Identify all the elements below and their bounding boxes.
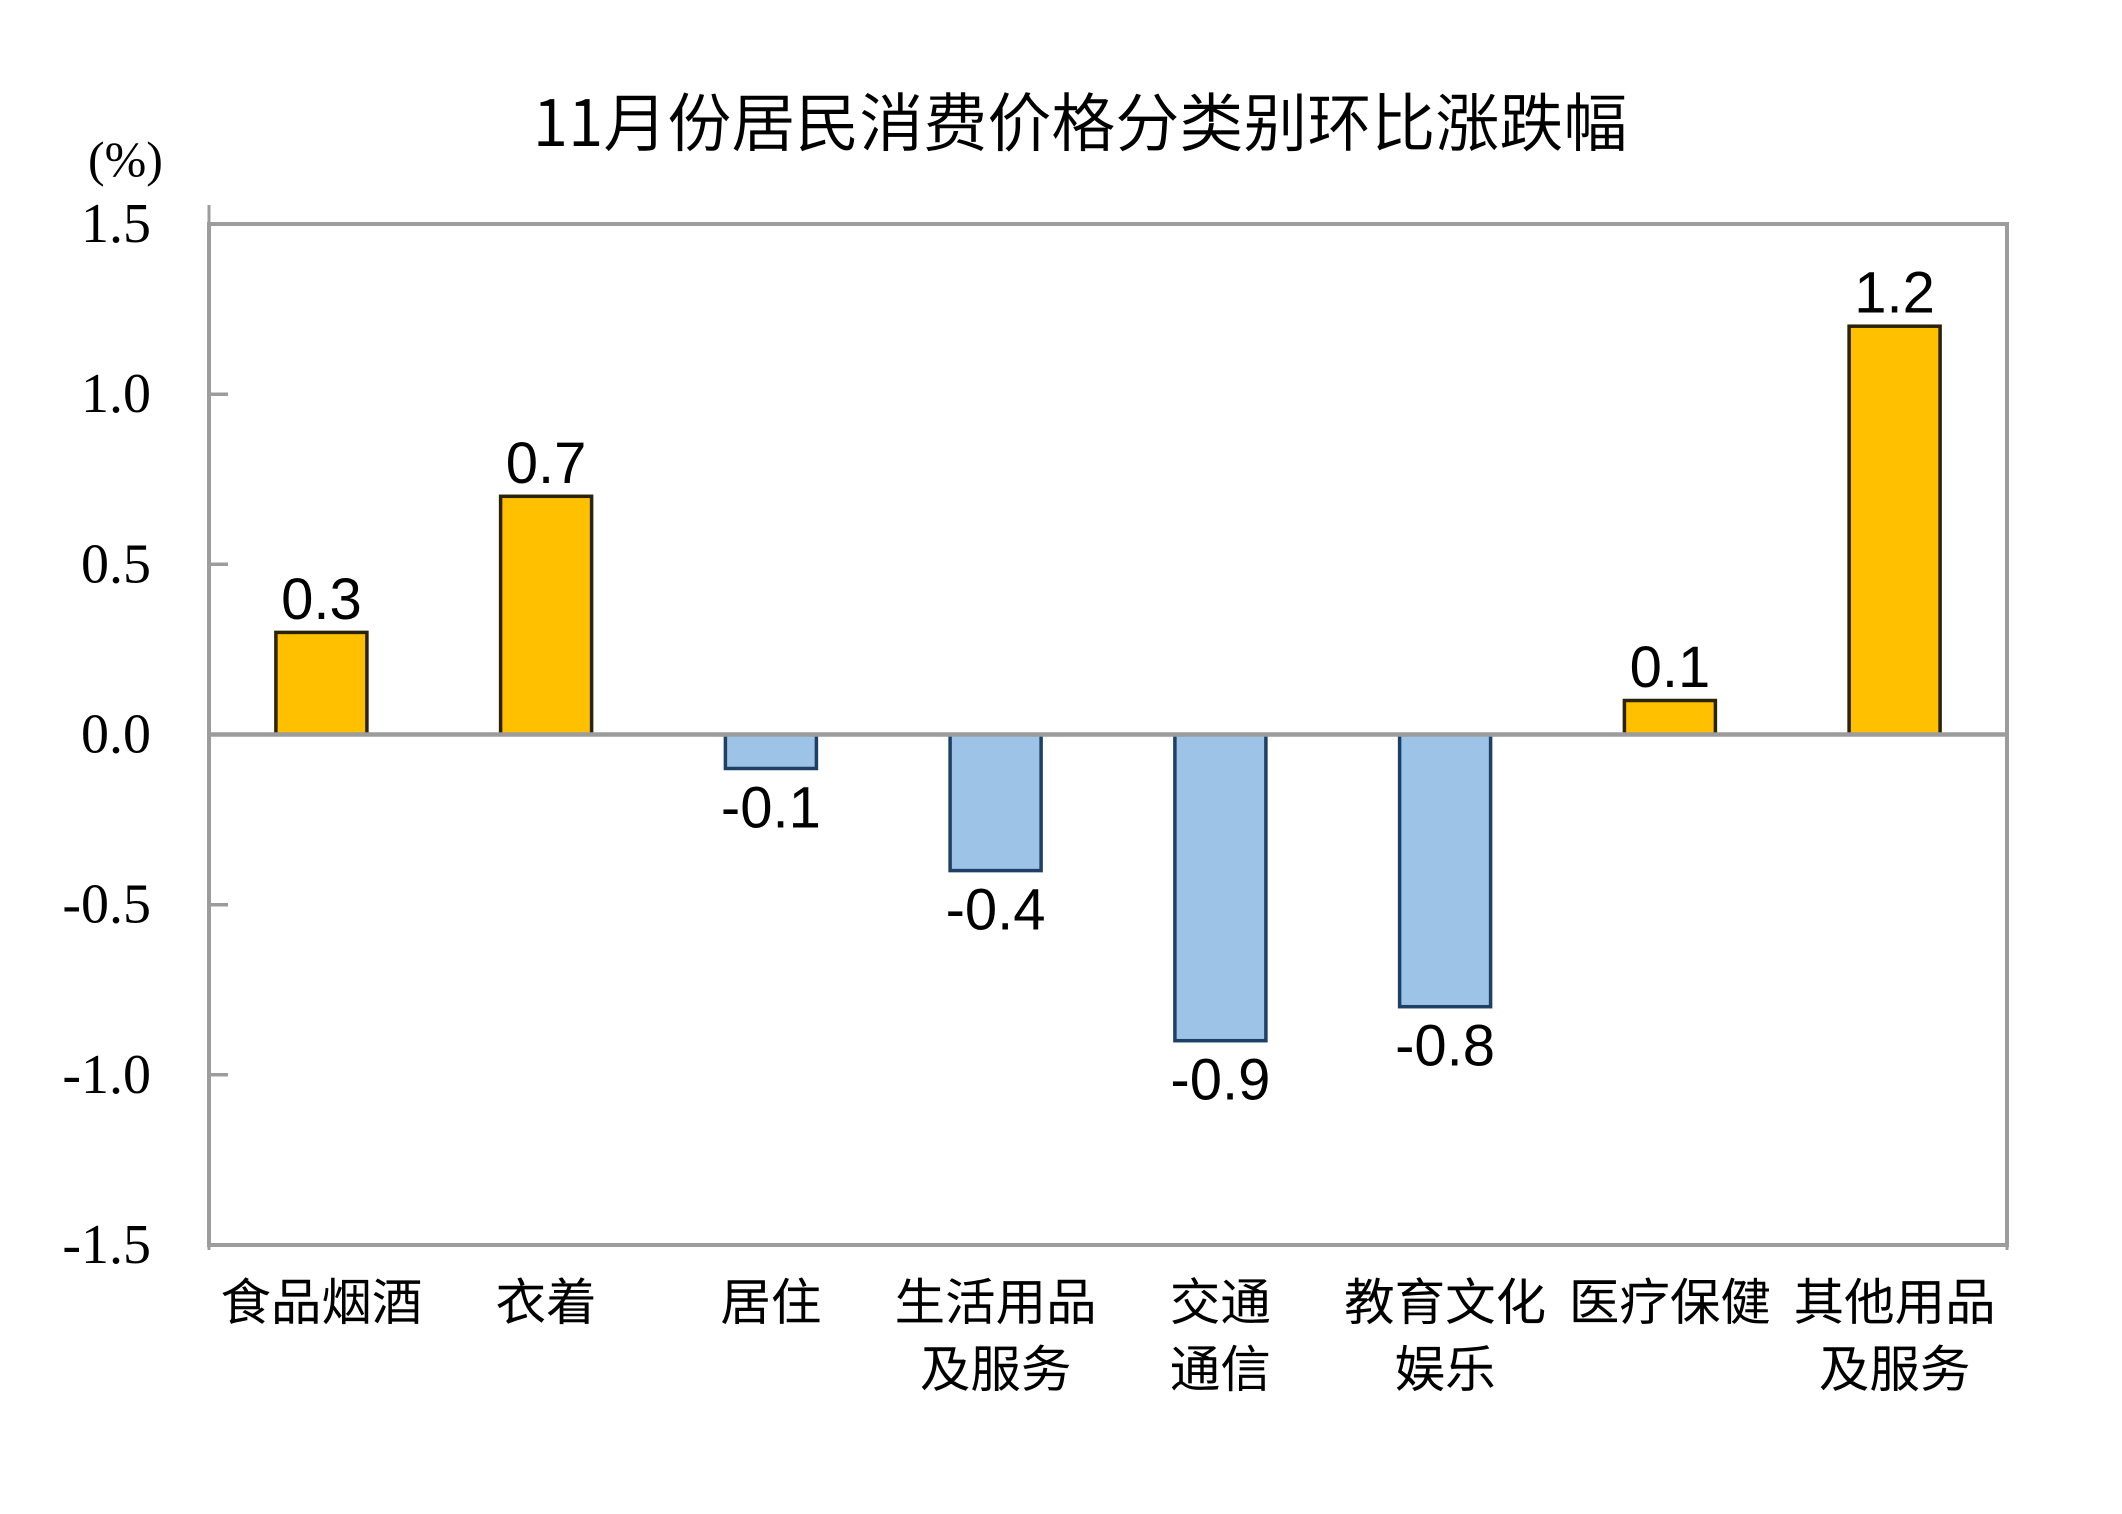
svg-text:1.0: 1.0	[81, 363, 151, 425]
svg-text:(%): (%)	[88, 131, 163, 187]
svg-text:-0.9: -0.9	[1170, 1048, 1270, 1113]
svg-text:0.3: 0.3	[281, 567, 362, 632]
svg-text:0.1: 0.1	[1630, 635, 1711, 700]
svg-text:-1.0: -1.0	[62, 1044, 151, 1106]
svg-text:-0.1: -0.1	[721, 776, 821, 841]
svg-text:1.5: 1.5	[81, 193, 151, 255]
svg-text:-0.4: -0.4	[946, 878, 1046, 943]
svg-text:-0.8: -0.8	[1395, 1014, 1495, 1079]
svg-text:0.0: 0.0	[81, 704, 151, 766]
svg-text:-0.5: -0.5	[62, 874, 151, 936]
svg-text:0.7: 0.7	[506, 431, 587, 496]
svg-text:1.2: 1.2	[1854, 261, 1935, 326]
svg-text:0.5: 0.5	[81, 533, 151, 595]
svg-text:-1.5: -1.5	[62, 1214, 151, 1276]
